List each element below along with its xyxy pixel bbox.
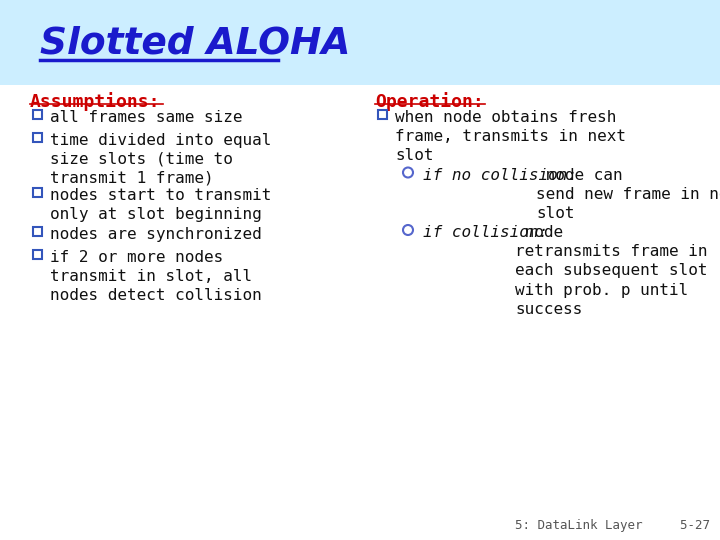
Bar	[33, 227, 42, 236]
Text: 5: DataLink Layer     5-27: 5: DataLink Layer 5-27	[515, 519, 710, 532]
Text: if 2 or more nodes
transmit in slot, all
nodes detect collision: if 2 or more nodes transmit in slot, all…	[50, 249, 262, 303]
Text: Slotted ALOHA: Slotted ALOHA	[40, 25, 351, 61]
Text: Assumptions:: Assumptions:	[30, 92, 161, 111]
Text: nodes are synchronized: nodes are synchronized	[50, 227, 262, 242]
Text: if no collision:: if no collision:	[423, 167, 577, 183]
Text: when node obtains fresh
frame, transmits in next
slot: when node obtains fresh frame, transmits…	[395, 110, 626, 164]
Text: nodes start to transmit
only at slot beginning: nodes start to transmit only at slot beg…	[50, 188, 271, 222]
Bar	[0, 85, 720, 540]
Text: if collision:: if collision:	[423, 225, 548, 240]
Bar	[33, 249, 42, 259]
Bar	[33, 110, 42, 119]
Text: Operation:: Operation:	[375, 92, 484, 111]
Bar	[0, 0, 720, 85]
Bar	[378, 110, 387, 119]
Bar	[33, 188, 42, 197]
Text: node can
send new frame in next
slot: node can send new frame in next slot	[536, 167, 720, 221]
Text: node
retransmits frame in
each subsequent slot
with prob. p until
success: node retransmits frame in each subsequen…	[515, 225, 708, 317]
Bar	[33, 132, 42, 141]
Text: time divided into equal
size slots (time to
transmit 1 frame): time divided into equal size slots (time…	[50, 132, 271, 186]
Text: all frames same size: all frames same size	[50, 110, 243, 125]
